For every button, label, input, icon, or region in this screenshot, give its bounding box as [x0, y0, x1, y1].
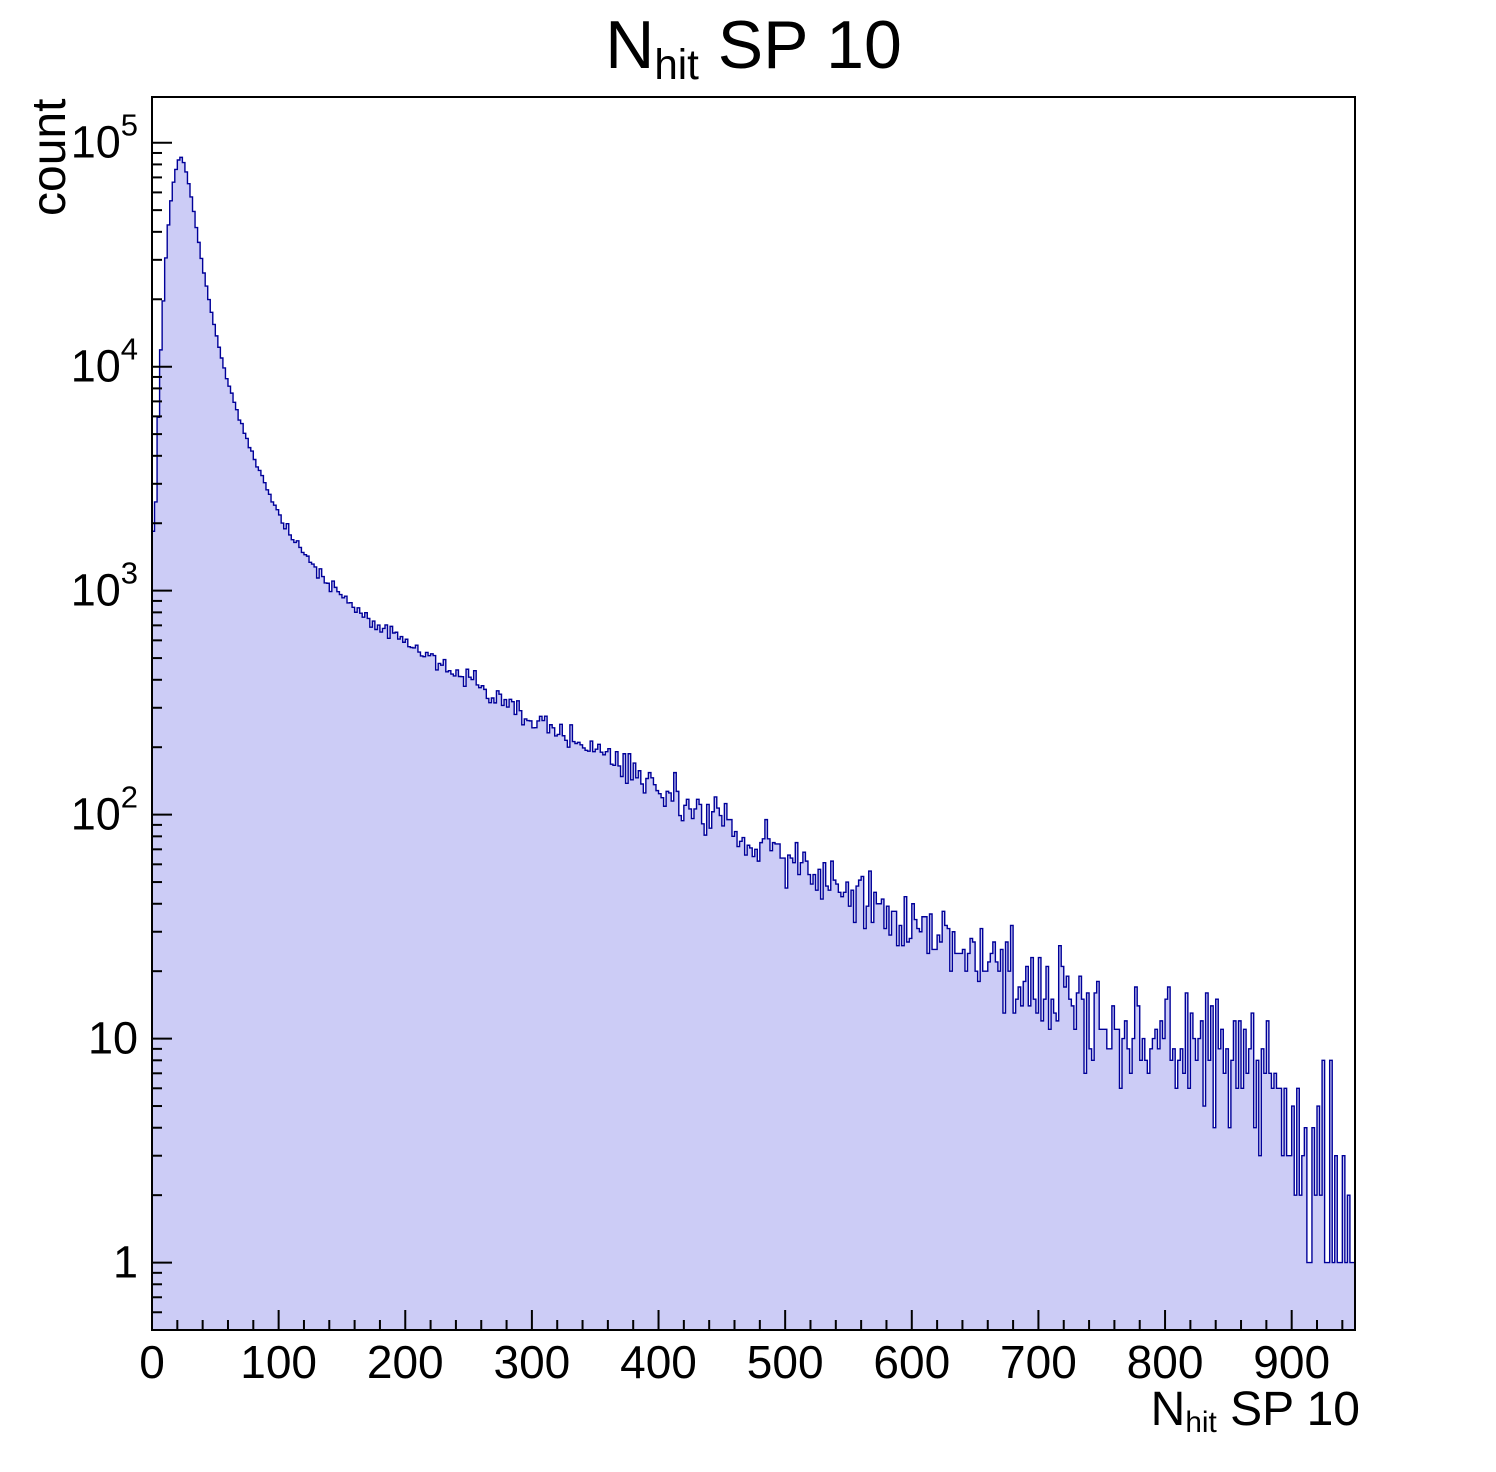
x-axis-tick-label: 700	[1000, 1336, 1077, 1388]
chart-title-rest: SP 10	[698, 7, 902, 83]
y-axis-tick-label: 1	[113, 1237, 138, 1288]
x-axis-tick-label: 200	[367, 1336, 444, 1388]
x-axis-tick-label: 900	[1253, 1336, 1330, 1388]
axis-ticks	[151, 141, 1344, 1330]
x-axis-tick-label: 0	[139, 1336, 165, 1388]
x-axis-tick-label: 800	[1127, 1336, 1204, 1388]
y-axis-tick-label: 103	[71, 556, 138, 616]
y-axis-tick-label: 104	[71, 332, 138, 392]
x-axis-tick-label: 600	[873, 1336, 950, 1388]
chart-title: Nhit SP 10	[152, 6, 1355, 88]
x-axis-tick-label: 100	[240, 1336, 317, 1388]
y-axis-tick-label: 102	[71, 780, 138, 840]
plot-frame	[151, 96, 1356, 1331]
y-axis-tick-label: 105	[71, 108, 138, 168]
y-axis-tick-label: 10	[88, 1013, 138, 1064]
x-axis-tick-label: 400	[620, 1336, 697, 1388]
x-axis-title-sub: hit	[1185, 1406, 1217, 1440]
x-axis-title-main: N	[1150, 1383, 1186, 1436]
x-axis-title-rest: SP 10	[1216, 1383, 1360, 1436]
histogram-fill	[152, 157, 1355, 1330]
chart-title-main: N	[605, 7, 655, 83]
axis-tick-labels: 0 100 200 300 400 500 600 700 800 900 1 10 102 103 104…	[71, 108, 1330, 1388]
x-axis-tick-label: 300	[494, 1336, 571, 1388]
x-axis-tick-label: 500	[747, 1336, 824, 1388]
histogram-outline	[151, 156, 1356, 1330]
histogram-series	[151, 156, 1356, 1330]
x-axis-title: Nhit SP 10	[1150, 1382, 1360, 1440]
chart-title-sub: hit	[654, 40, 699, 88]
